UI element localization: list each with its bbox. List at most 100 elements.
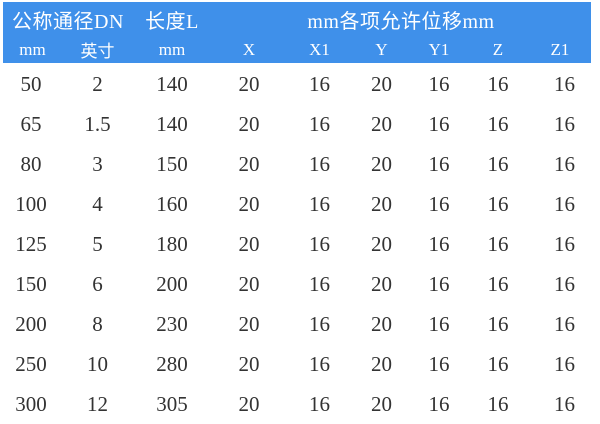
header-group-allowed-displacement: mm各项允许位移mm xyxy=(307,10,495,33)
table-cell: 16 xyxy=(554,351,575,376)
table-cell: 305 xyxy=(156,391,188,416)
table-cell: 16 xyxy=(428,391,450,416)
table-cell: 16 xyxy=(487,191,509,216)
table-cell: 20 xyxy=(238,111,260,136)
table-cell: 140 xyxy=(156,71,188,96)
table-cell: 16 xyxy=(309,231,330,256)
table-cell: 16 xyxy=(487,271,509,296)
table-cell: 16 xyxy=(309,71,330,96)
table-cell: 16 xyxy=(309,111,330,136)
table-cell: 20 xyxy=(238,351,260,376)
column-header-英寸: 英寸 xyxy=(80,42,115,61)
table-cell: 65 xyxy=(20,111,42,136)
table-cell: 16 xyxy=(309,191,330,216)
table-row: 250 10 280 20 16 20 16 16 16 xyxy=(0,344,600,384)
table-cell: 16 xyxy=(554,271,575,296)
table-cell: 16 xyxy=(487,351,509,376)
table-cell: 16 xyxy=(487,231,509,256)
table-cell: 16 xyxy=(554,231,575,256)
table-cell: 20 xyxy=(371,231,392,256)
table-cell: 16 xyxy=(428,111,450,136)
table-cell: 180 xyxy=(156,231,188,256)
table-cell: 230 xyxy=(156,311,188,336)
table-cell: 6 xyxy=(92,271,103,296)
table-cell: 250 xyxy=(15,351,47,376)
table-cell: 16 xyxy=(428,231,450,256)
table-row: 200 8 230 20 16 20 16 16 16 xyxy=(0,304,600,344)
table-cell: 20 xyxy=(371,351,392,376)
table-cell: 16 xyxy=(428,151,450,176)
table-cell: 16 xyxy=(309,351,330,376)
header-group-row: 公称通径DN 长度L mm各项允许位移mm xyxy=(3,2,591,36)
table-cell: 16 xyxy=(309,391,330,416)
table-cell: 16 xyxy=(554,311,575,336)
table-cell: 10 xyxy=(87,351,108,376)
table-cell: 20 xyxy=(238,311,260,336)
table-cell: 20 xyxy=(371,191,392,216)
table-cell: 16 xyxy=(428,351,450,376)
table-cell: 3 xyxy=(92,151,103,176)
table-cell: 200 xyxy=(15,311,47,336)
table-cell: 16 xyxy=(554,71,575,96)
table-header: 公称通径DN 长度L mm各项允许位移mm mm 英寸 mm X X1 Y Y1 Z Z1 xyxy=(3,2,591,63)
table-cell: 16 xyxy=(487,391,509,416)
table-row: 150 6 200 20 16 20 16 16 16 xyxy=(0,264,600,304)
table-row: 100 4 160 20 16 20 16 16 16 xyxy=(0,184,600,224)
table-cell: 16 xyxy=(487,311,509,336)
table-cell: 80 xyxy=(20,151,42,176)
table-cell: 16 xyxy=(554,151,575,176)
table-cell: 20 xyxy=(371,391,392,416)
table-body: 50 2 140 20 16 20 16 16 16 65 1.5 140 20 16 20 16 16 16 80… xyxy=(0,64,600,424)
table-cell: 140 xyxy=(156,111,188,136)
table-cell: 1.5 xyxy=(84,111,111,136)
table-cell: 16 xyxy=(487,151,509,176)
table-cell: 16 xyxy=(428,191,450,216)
table-cell: 5 xyxy=(92,231,103,256)
column-header-z1: Z1 xyxy=(550,39,570,59)
table-cell: 16 xyxy=(487,71,509,96)
column-header-y1: Y1 xyxy=(428,39,450,59)
table-row: 80 3 150 20 16 20 16 16 16 xyxy=(0,144,600,184)
table-cell: 2 xyxy=(92,71,103,96)
table-cell: 150 xyxy=(15,271,47,296)
table-cell: 20 xyxy=(238,391,260,416)
table-cell: 125 xyxy=(15,231,47,256)
column-header-x1: X1 xyxy=(309,39,330,59)
table-cell: 4 xyxy=(92,191,103,216)
table-cell: 20 xyxy=(371,311,392,336)
header-group-length: 长度L xyxy=(145,10,199,33)
header-group-nominal-diameter: 公称通径DN xyxy=(12,10,124,33)
table-cell: 16 xyxy=(554,191,575,216)
table-cell: 16 xyxy=(554,391,575,416)
column-header-y: Y xyxy=(375,39,388,59)
column-header-mm: mm xyxy=(158,39,186,59)
table-cell: 160 xyxy=(156,191,188,216)
table-cell: 20 xyxy=(371,71,392,96)
table-cell: 20 xyxy=(371,271,392,296)
table-cell: 12 xyxy=(87,391,108,416)
column-header-x: X xyxy=(242,39,256,59)
table-cell: 150 xyxy=(156,151,188,176)
table-cell: 16 xyxy=(428,271,450,296)
table-cell: 20 xyxy=(371,151,392,176)
table-cell: 100 xyxy=(15,191,47,216)
column-header-row: mm 英寸 mm X X1 Y Y1 Z Z1 xyxy=(3,36,591,63)
table-cell: 16 xyxy=(428,71,450,96)
table-cell: 280 xyxy=(156,351,188,376)
table-row: 125 5 180 20 16 20 16 16 16 xyxy=(0,224,600,264)
table-cell: 16 xyxy=(428,311,450,336)
table-cell: 200 xyxy=(156,271,188,296)
table-row: 65 1.5 140 20 16 20 16 16 16 xyxy=(0,104,600,144)
table-row: 300 12 305 20 16 20 16 16 16 xyxy=(0,384,600,424)
table-cell: 16 xyxy=(309,311,330,336)
table-cell: 300 xyxy=(15,391,47,416)
table-cell: 20 xyxy=(238,191,260,216)
table-cell: 20 xyxy=(371,111,392,136)
table-row: 50 2 140 20 16 20 16 16 16 xyxy=(0,64,600,104)
table-cell: 8 xyxy=(92,311,103,336)
table-cell: 16 xyxy=(554,111,575,136)
table-cell: 20 xyxy=(238,231,260,256)
table-cell: 20 xyxy=(238,71,260,96)
column-header-mm: mm xyxy=(19,39,46,59)
